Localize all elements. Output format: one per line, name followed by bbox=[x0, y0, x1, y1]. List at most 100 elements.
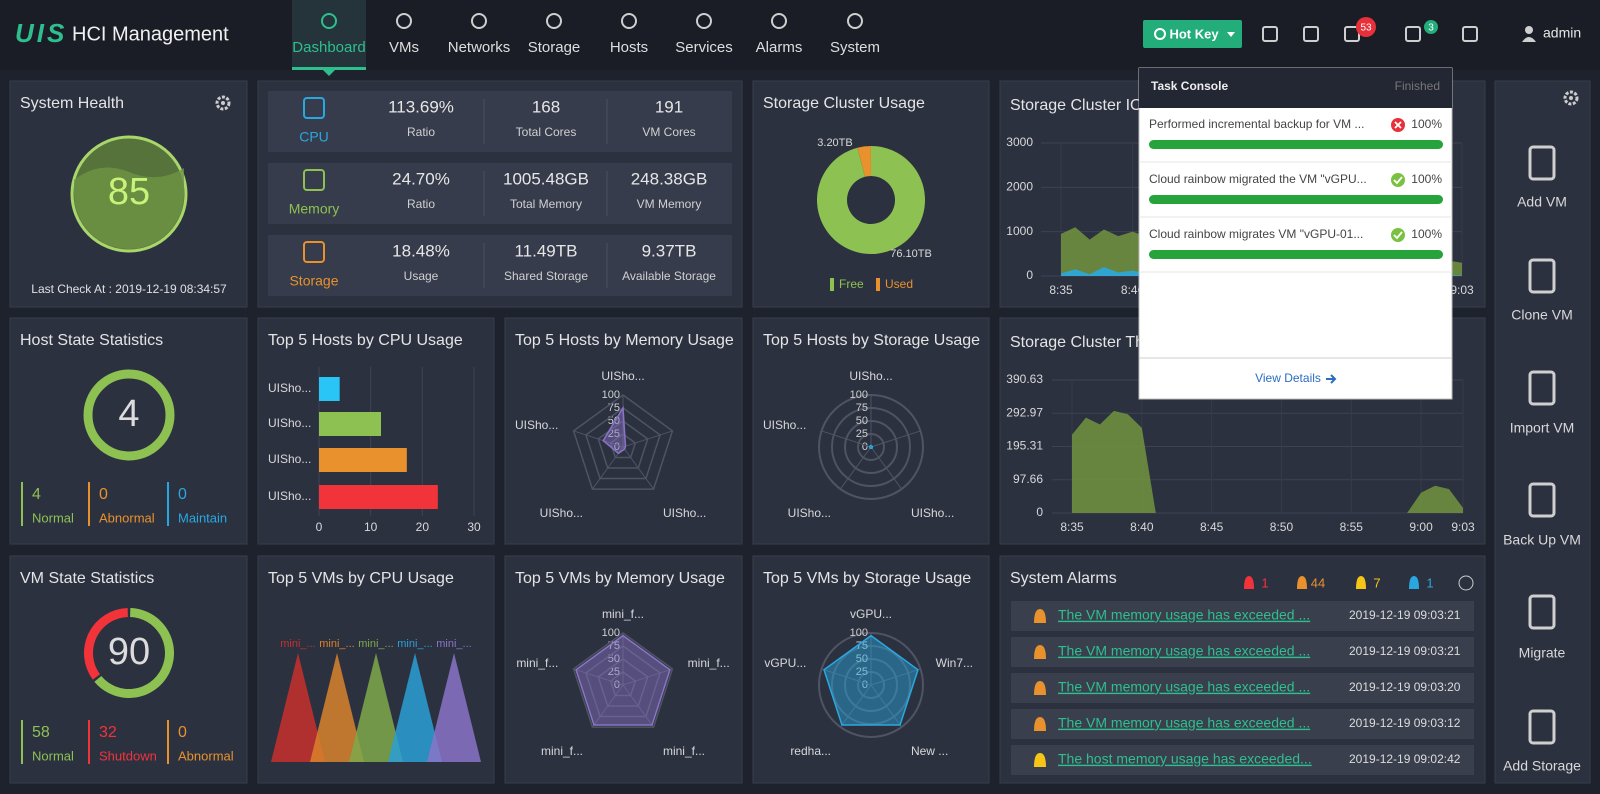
metric-value: 9.37TB bbox=[642, 241, 697, 260]
header-bar bbox=[0, 0, 1600, 70]
health-score: 85 bbox=[108, 171, 150, 213]
radar-axis bbox=[592, 684, 624, 728]
metric-value: 113.69% bbox=[388, 97, 454, 116]
sidebar-action[interactable]: Migrate bbox=[1519, 645, 1566, 661]
sidebar-action[interactable]: Add VM bbox=[1517, 194, 1567, 210]
nav-icon bbox=[696, 13, 712, 29]
r-tick-label: 25 bbox=[856, 428, 868, 440]
user-name[interactable]: admin bbox=[1543, 25, 1581, 41]
alarm-link[interactable]: The VM memory usage has exceeded ... bbox=[1058, 607, 1310, 623]
y-tick-label: UISho... bbox=[268, 381, 311, 395]
alarm-link[interactable]: The VM memory usage has exceeded ... bbox=[1058, 679, 1310, 695]
sidebar-icon[interactable] bbox=[1528, 709, 1556, 745]
alarm-link[interactable]: The host memory usage has exceeded... bbox=[1058, 751, 1312, 767]
r-tick-label: 75 bbox=[608, 640, 620, 652]
radar-label: UISho... bbox=[663, 506, 706, 520]
y-tick-label: 97.66 bbox=[1013, 472, 1043, 486]
panel-title: Top 5 Hosts by Storage Usage bbox=[763, 332, 980, 349]
toolbar-icon[interactable] bbox=[1405, 26, 1421, 42]
sidebar-icon[interactable] bbox=[1528, 594, 1556, 630]
task-console-status: Finished bbox=[1395, 79, 1440, 93]
sidebar-action[interactable]: Add Storage bbox=[1503, 758, 1581, 774]
more-button[interactable] bbox=[1458, 575, 1474, 591]
metric-label: VM Memory bbox=[637, 197, 702, 211]
x-tick-label: 8:45 bbox=[1200, 520, 1224, 534]
radar-ring bbox=[609, 433, 637, 459]
nav-item[interactable]: Storage bbox=[528, 39, 581, 56]
alarm-link[interactable]: The VM memory usage has exceeded ... bbox=[1058, 715, 1310, 731]
alarm-row-icon bbox=[1034, 609, 1046, 623]
alarm-count: 44 bbox=[1311, 575, 1325, 590]
resource-icon bbox=[303, 97, 325, 119]
radar-label: UISho... bbox=[601, 369, 644, 383]
triangle-bar bbox=[427, 653, 481, 762]
toolbar-icon[interactable] bbox=[1303, 26, 1319, 42]
stat-label: Normal bbox=[32, 510, 74, 525]
alarm-row bbox=[1011, 601, 1474, 631]
radar-ring bbox=[585, 645, 661, 718]
triangle-bar bbox=[388, 653, 442, 762]
task-badge bbox=[1424, 20, 1438, 34]
y-tick-label: 2000 bbox=[1006, 180, 1033, 194]
r-tick-label: 100 bbox=[850, 627, 868, 639]
nav-item[interactable]: Services bbox=[675, 39, 733, 56]
legend-label: Used bbox=[885, 277, 913, 291]
alarm-badge-count: 53 bbox=[1360, 23, 1372, 34]
metric-label: Ratio bbox=[407, 197, 435, 211]
gear-icon[interactable] bbox=[215, 95, 231, 111]
hot-key-button[interactable] bbox=[1143, 20, 1242, 48]
nav-item[interactable]: System bbox=[830, 39, 880, 56]
hot-key-icon bbox=[1154, 28, 1166, 40]
nav-item[interactable]: Alarms bbox=[756, 39, 803, 56]
metric-label: Ratio bbox=[407, 125, 435, 139]
x-tick-label: 30 bbox=[467, 520, 481, 534]
radar-ring bbox=[609, 671, 637, 697]
sidebar-action[interactable]: Import VM bbox=[1510, 420, 1575, 436]
sidebar-icon[interactable] bbox=[1528, 145, 1556, 181]
task-console-header bbox=[1139, 68, 1452, 108]
alarm-link[interactable]: The VM memory usage has exceeded ... bbox=[1058, 643, 1310, 659]
metric-label: Usage bbox=[404, 269, 439, 283]
radar-ring bbox=[597, 658, 649, 707]
sidebar-action[interactable]: Clone VM bbox=[1511, 307, 1572, 323]
x-tick-label: 8:35 bbox=[1049, 283, 1073, 297]
x-tick-label: 0 bbox=[316, 520, 323, 534]
user-icon bbox=[1525, 26, 1533, 34]
task-state-icon bbox=[1391, 173, 1405, 187]
x-tick-label: 8:50 bbox=[1270, 520, 1294, 534]
nav-item[interactable]: Networks bbox=[448, 39, 511, 56]
view-details-link[interactable]: View Details bbox=[1255, 371, 1321, 385]
brand: HCI Management bbox=[72, 23, 229, 45]
resource-icon bbox=[303, 241, 325, 263]
hot-key-label[interactable]: Hot Key bbox=[1169, 26, 1219, 41]
sidebar-action[interactable]: Back Up VM bbox=[1503, 532, 1581, 548]
sidebar-icon[interactable] bbox=[1528, 370, 1556, 406]
task-badge-count: 3 bbox=[1428, 23, 1434, 34]
radar-ring bbox=[572, 632, 674, 728]
radar-axis bbox=[870, 668, 921, 686]
task-state-glyph bbox=[1393, 231, 1403, 240]
alarm-count: 1 bbox=[1426, 575, 1433, 590]
y-tick-label: UISho... bbox=[268, 452, 311, 466]
toolbar-icon[interactable] bbox=[1262, 26, 1278, 42]
radar-axis bbox=[573, 430, 624, 448]
radar-area bbox=[575, 634, 671, 726]
alarm-row bbox=[1011, 673, 1474, 703]
nav-item[interactable]: Dashboard bbox=[292, 39, 365, 56]
nav-item[interactable]: VMs bbox=[389, 39, 419, 56]
metric-value: 24.70% bbox=[392, 169, 450, 188]
bar bbox=[319, 412, 381, 436]
task-text: Performed incremental backup for VM ... bbox=[1149, 117, 1364, 131]
sidebar-icon[interactable] bbox=[1528, 482, 1556, 518]
stat-value: 58 bbox=[32, 724, 50, 741]
gear-hole bbox=[221, 101, 225, 105]
logo: UIS bbox=[15, 18, 67, 48]
nav-item[interactable]: Hosts bbox=[610, 39, 648, 56]
area bbox=[1072, 410, 1463, 513]
radar-axis bbox=[573, 668, 624, 686]
sidebar-icon[interactable] bbox=[1528, 258, 1556, 294]
x-tick-label: 8:40 bbox=[1130, 520, 1154, 534]
gear-icon[interactable] bbox=[1563, 90, 1579, 106]
toolbar-icon[interactable] bbox=[1462, 26, 1478, 42]
